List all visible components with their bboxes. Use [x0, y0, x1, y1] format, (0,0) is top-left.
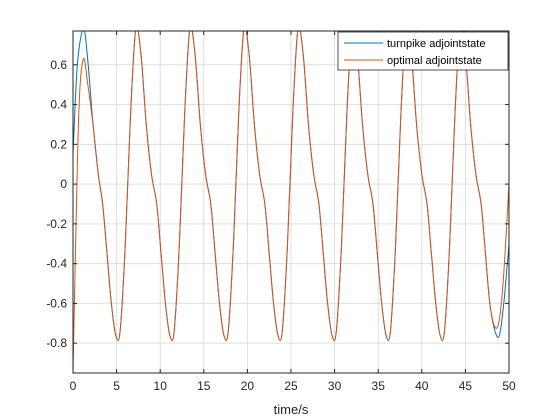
- x-tick-label: 0: [70, 379, 77, 393]
- series-layer: [73, 31, 509, 373]
- x-tick-label: 45: [459, 379, 473, 393]
- series-line-optimal: [73, 31, 509, 373]
- x-tick-label: 35: [372, 379, 386, 393]
- x-tick-label: 20: [241, 379, 255, 393]
- legend: turnpike adjointstate optimal adjointsta…: [337, 31, 509, 71]
- y-tick-label: -0.4: [46, 257, 67, 271]
- x-tick-label: 40: [415, 379, 429, 393]
- x-tick-label: 5: [113, 379, 120, 393]
- x-axis-title: time/s: [274, 402, 309, 417]
- x-tick-label: 30: [328, 379, 342, 393]
- x-tick-label: 25: [284, 379, 298, 393]
- y-tick-label: 0.2: [50, 137, 67, 151]
- legend-label-turnpike: turnpike adjointstate: [387, 38, 485, 50]
- x-tick-label: 50: [502, 379, 516, 393]
- y-tick-label: -0.6: [46, 296, 67, 310]
- y-tick-label: -0.8: [46, 336, 67, 350]
- y-tick-label: -0.2: [46, 217, 67, 231]
- y-tick-label: 0.4: [50, 98, 67, 112]
- x-tick-label: 15: [197, 379, 211, 393]
- x-tick-label: 10: [154, 379, 168, 393]
- legend-box: [337, 31, 509, 71]
- y-tick-label: 0.6: [50, 58, 67, 72]
- grid: [72, 31, 510, 373]
- legend-label-optimal: optimal adjointstate: [387, 55, 482, 67]
- axis-ticks: 0 5 10 15 20 25 30 35 40 45 50 -0.8 -0.6 -0.4 -0.2 0 0.2…: [46, 31, 516, 393]
- y-tick-label: 0: [60, 177, 67, 191]
